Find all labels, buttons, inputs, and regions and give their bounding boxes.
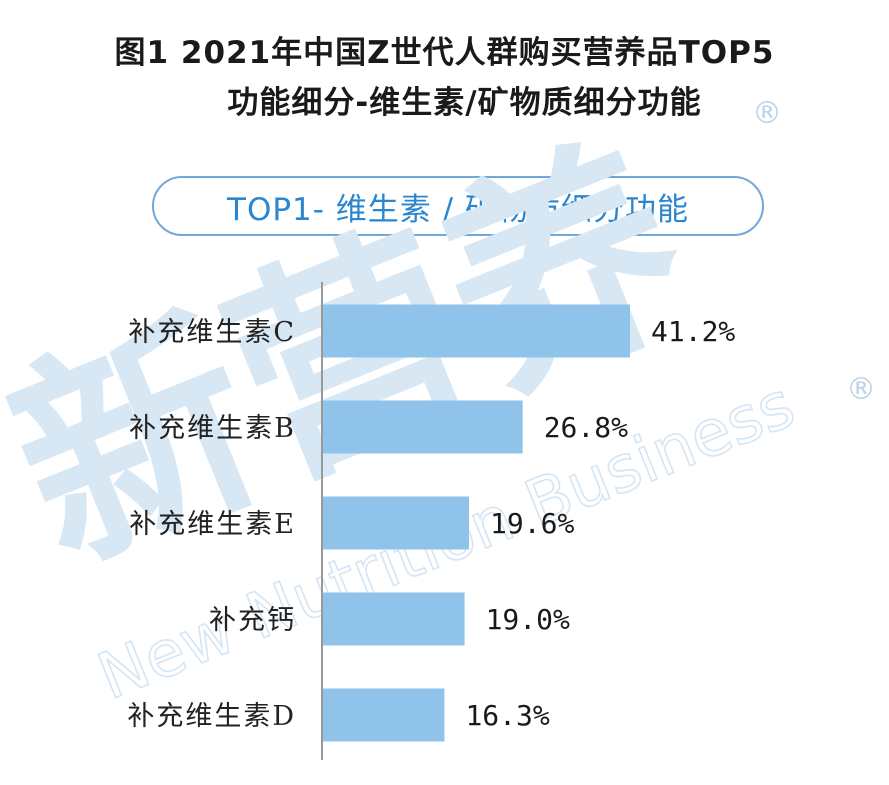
category-label-1: 补充维生素C — [128, 317, 296, 348]
registered-mark-top: ® — [752, 96, 782, 131]
subtitle-pill: TOP1- 维生素 / 矿物质细分功能 — [152, 176, 764, 236]
category-label-2: 补充维生素B — [129, 413, 296, 444]
bar-1 — [323, 304, 630, 358]
subtitle-text: TOP1- 维生素 / 矿物质细分功能 — [227, 191, 689, 228]
value-label-3: 19.6% — [490, 507, 574, 540]
value-label-4: 19.0% — [486, 603, 570, 636]
registered-mark-watermark: ® — [846, 372, 876, 407]
category-label-3: 补充维生素E — [129, 509, 296, 540]
value-label-1: 41.2% — [651, 315, 735, 348]
bar-5 — [323, 688, 445, 742]
chart-title-line-2: 功能细分-维生素/矿物质细分功能 — [227, 85, 702, 121]
category-label-5: 补充维生素D — [127, 701, 296, 732]
value-labels: 41.2% 26.8% 19.6% 19.0% 16.3% — [465, 315, 735, 732]
chart-title-line-1: 图1 2021年中国Z世代人群购买营养品TOP5 — [114, 35, 775, 71]
bar-4 — [323, 592, 465, 646]
value-label-2: 26.8% — [544, 411, 628, 444]
bar-3 — [323, 496, 470, 550]
chart-title: 图1 2021年中国Z世代人群购买营养品TOP5 功能细分-维生素/矿物质细分功… — [0, 28, 889, 128]
value-label-5: 16.3% — [465, 699, 549, 732]
bars — [323, 304, 630, 742]
bar-2 — [323, 400, 523, 454]
category-label-4: 补充钙 — [209, 605, 296, 636]
